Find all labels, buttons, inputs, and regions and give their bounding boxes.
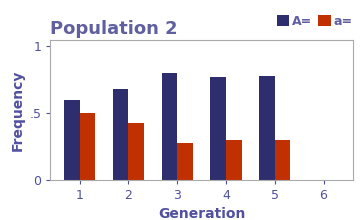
Bar xyxy=(210,77,226,180)
Legend: A=, a=: A=, a= xyxy=(277,15,352,28)
Bar xyxy=(162,73,177,180)
Bar xyxy=(177,143,193,180)
Text: Population 2: Population 2 xyxy=(50,20,178,38)
Y-axis label: Frequency: Frequency xyxy=(11,69,25,151)
Bar xyxy=(80,113,95,180)
X-axis label: Generation: Generation xyxy=(158,207,245,220)
Bar xyxy=(64,100,80,180)
Bar xyxy=(226,140,242,180)
Bar xyxy=(113,89,129,180)
Bar xyxy=(275,140,291,180)
Bar xyxy=(259,76,275,180)
Bar xyxy=(129,123,144,180)
